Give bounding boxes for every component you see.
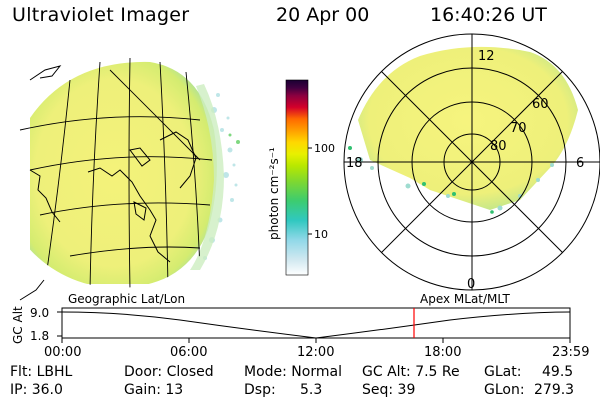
mode-readout: Mode: Normal <box>244 364 342 380</box>
glon-value: 279.3 <box>534 382 575 398</box>
geographic-image <box>19 57 240 301</box>
mlat-label-70: 70 <box>510 121 527 136</box>
seq-readout: Seq: 39 <box>362 382 416 398</box>
colorbar-unit-label: photon cm⁻²s⁻¹ <box>267 147 281 240</box>
filter-readout: Flt: LBHL <box>10 364 73 380</box>
xtick-1200: 12:00 <box>297 345 334 360</box>
geographic-label: Geographic Lat/Lon <box>68 292 185 306</box>
mlat-label-80: 80 <box>490 139 507 154</box>
dsp-value: 5.3 <box>300 382 323 398</box>
apex-label: Apex MLat/MLT <box>420 292 510 306</box>
intensity-colorbar: 100 10 photon cm⁻²s⁻¹ <box>267 79 335 276</box>
ytick-9: 9.0 <box>30 306 49 320</box>
gc-alt-readout: GC Alt: 7.5 Re <box>362 364 460 380</box>
glon-label: GLon: <box>484 382 525 398</box>
glat-label: GLat: <box>484 364 522 380</box>
mlt-label-0: 0 <box>467 277 475 292</box>
ytick-1.8: 1.8 <box>30 329 49 343</box>
xtick-0000: 00:00 <box>44 345 81 360</box>
glat-value: 49.5 <box>542 364 574 380</box>
colorbar-tick-10: 10 <box>314 228 328 241</box>
ip-readout: IP: 36.0 <box>10 382 63 398</box>
dsp-label: Dsp: <box>244 382 276 398</box>
gain-readout: Gain: 13 <box>124 382 184 398</box>
altitude-timeline: 9.0 1.8 GC Alt 00:00 06:00 12:00 18:00 2… <box>11 306 589 360</box>
door-readout: Door: Closed <box>124 364 214 380</box>
mlt-label-6: 6 <box>576 156 584 171</box>
app-title: Ultraviolet Imager <box>12 4 190 26</box>
lat-lon-grid <box>19 57 213 288</box>
mlt-label-18: 18 <box>346 156 363 171</box>
xtick-1800: 18:00 <box>424 345 461 360</box>
xtick-2359: 23:59 <box>552 345 589 360</box>
timeline-ylabel: GC Alt <box>11 306 25 344</box>
observation-date: 20 Apr 00 <box>276 4 370 26</box>
colorbar-tick-100: 100 <box>314 142 335 155</box>
mlt-label-12: 12 <box>478 49 495 64</box>
xtick-0600: 06:00 <box>170 345 207 360</box>
mlat-label-60: 60 <box>532 97 549 112</box>
polar-mlat-mlt-plot: 12 18 6 0 60 70 80 <box>343 33 600 292</box>
coastline <box>19 65 197 301</box>
observation-time: 16:40:26 UT <box>430 4 547 26</box>
